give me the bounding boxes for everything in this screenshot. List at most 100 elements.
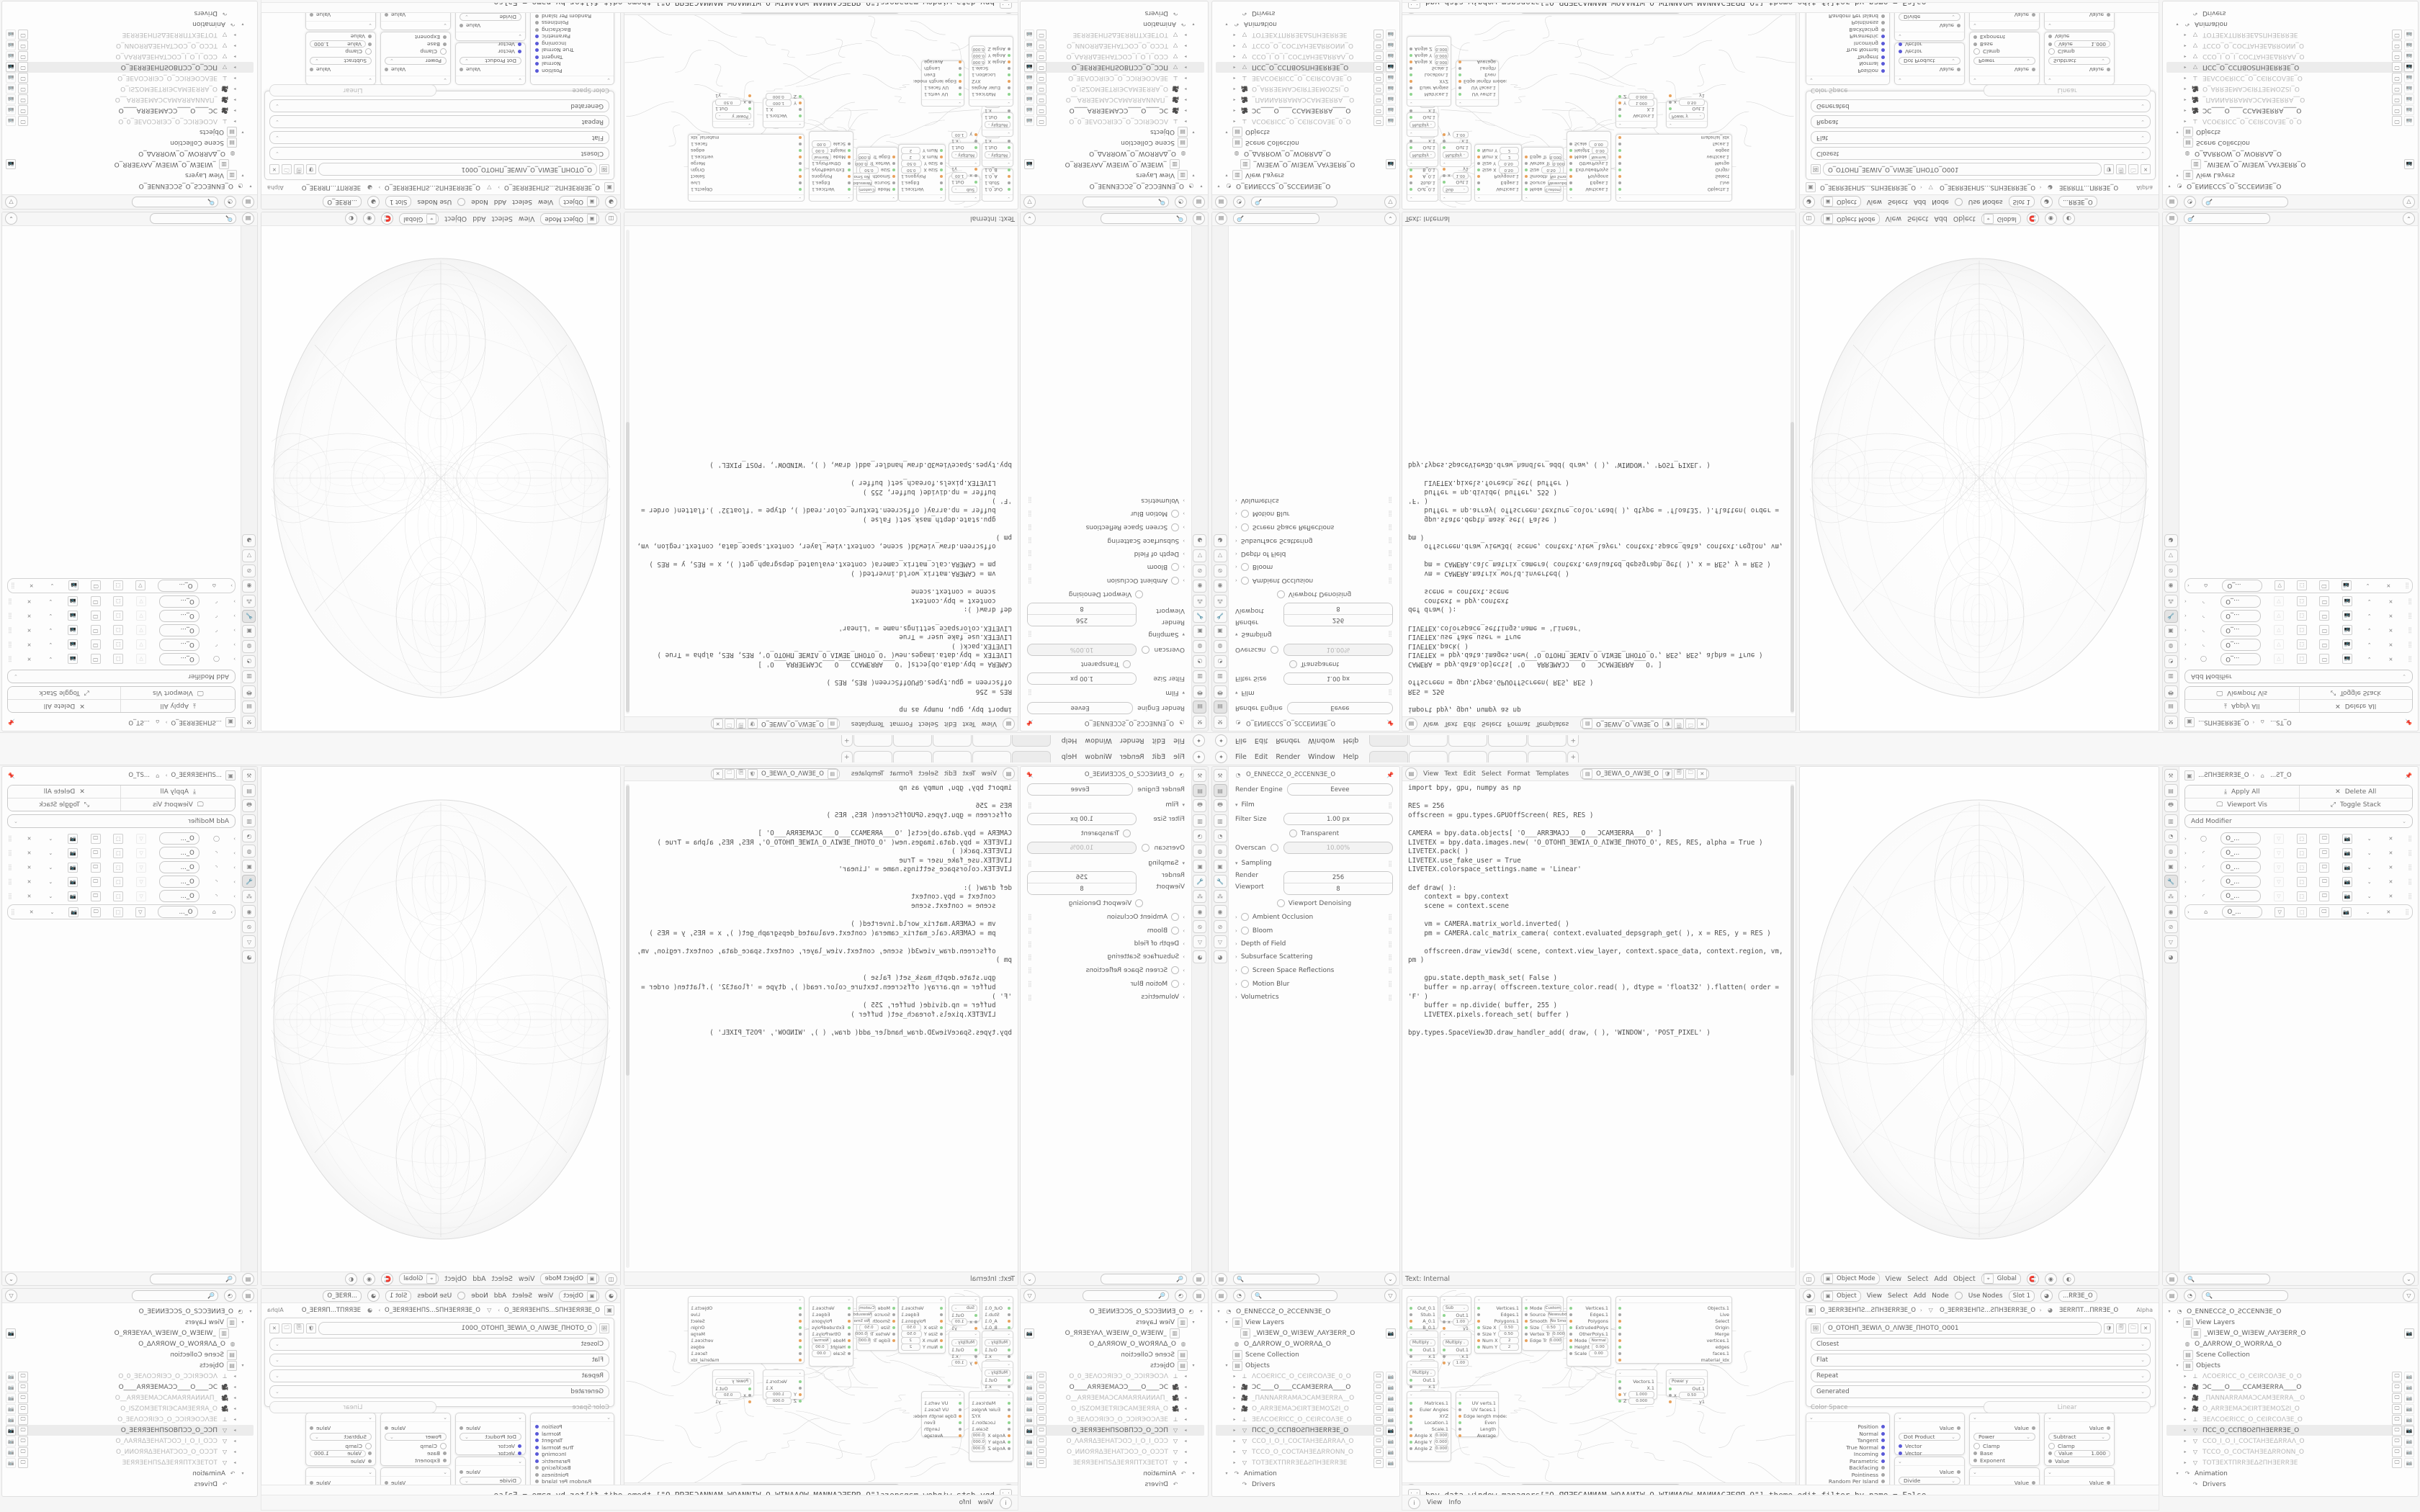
outliner-row[interactable]: ↷ Drivers [6,8,254,19]
close-icon[interactable]: ✕ [1697,769,1707,779]
node-socket[interactable] [1569,150,1572,153]
modifier-row[interactable]: › ⌂ O_... ▽ ⬚ 🖵 📷 ⌄ ✕ ⣿ [7,904,236,919]
outliner-row[interactable]: ↷ Drivers [2166,1479,2414,1490]
node-header[interactable]: ⌄ [949,1297,980,1303]
modifier-search-input[interactable]: 🔍 [2184,1274,2270,1284]
extension-dropdown[interactable]: Repeat [1811,115,2151,128]
outliner-row[interactable]: ▸ ⊥ O_0_ƎEΛOƆЯIЭƆ_O_ƆƆIЯЭOƆΛ 🖵 📷 [1024,116,1204,127]
outliner-row[interactable]: ▸ ▽ ƎEЯЯƎEHПSΔƎEЯЯПTXƎETOT 🖵 📷 [2166,30,2414,40]
particles-icon[interactable]: ⁂ [2164,595,2178,608]
node-header[interactable]: ⌄ [1407,1392,1451,1398]
node-header[interactable]: ⌄ [857,1297,897,1303]
node-field-value[interactable]: 1.00 [1453,173,1469,180]
outliner-row[interactable]: ▤ Scene Collection [1024,138,1204,148]
node-socket[interactable] [1458,68,1461,71]
chevron-down-icon[interactable]: ⌄ [2365,612,2374,621]
node-header[interactable]: ⌄ [982,1362,1013,1368]
modifier-icon[interactable]: 🔧 [2164,875,2178,888]
node-socket[interactable] [748,1400,751,1403]
modifier-row[interactable]: › ◜ O_... ▽ ⬚ 🖵 📷 ⌄ ✕ ⣿ [7,861,236,873]
socket[interactable] [1881,1466,1885,1470]
outliner-row[interactable]: ▾ ◔ O_ƎEИИƎƆƆS_O_SƆƆƎИИƎ_O [1216,181,1396,192]
camera-off-icon[interactable]: 📷 [2404,1415,2414,1425]
monitor-on-icon[interactable]: 🖵 [18,1382,28,1392]
disclosure-triangle-icon[interactable]: ▸ [2182,1460,2188,1465]
socket[interactable] [368,42,372,46]
outliner-row[interactable]: ▤ Scene Collection [1024,1349,1204,1360]
node-socket[interactable] [1618,109,1621,112]
node-socket[interactable] [1008,1349,1010,1351]
geometry-node[interactable]: ⌄MultiplyOut.1x.1y2.00 [982,1361,1013,1385]
socket[interactable] [310,1481,313,1485]
camera-icon[interactable]: 📷 [68,891,78,901]
node-field-value[interactable]: 0.50 [859,167,879,174]
world-icon[interactable]: ◍ [243,845,256,858]
monitor-icon[interactable]: 🖵 [2319,640,2329,650]
viewport-menu-select[interactable]: Select [1907,1275,1928,1283]
chevron-right-icon[interactable]: › [233,865,236,870]
particles-icon[interactable]: ⁂ [1193,595,1207,608]
socket[interactable] [2107,14,2110,17]
render-engine-dropdown[interactable]: Eevee [1027,702,1133,714]
text-menu-edit[interactable]: Edit [944,770,956,778]
delete-all-button[interactable]: ✕ Delete All [2299,700,2413,712]
monitor-icon[interactable]: 🖵 [18,95,28,105]
node-socket[interactable] [848,1333,851,1336]
menu-file[interactable]: File [1235,737,1247,745]
display-mode-icon[interactable]: ◔ [224,1290,236,1302]
disclosure-triangle-icon[interactable]: ▾ [240,1363,246,1368]
viewport-menu-object[interactable]: Object [444,215,467,223]
camera-off-icon[interactable]: 📷 [6,95,16,105]
close-icon[interactable]: ✕ [2141,1323,2151,1333]
node-socket[interactable] [799,1380,802,1383]
close-icon[interactable]: ✕ [2386,626,2395,635]
text-menu-edit[interactable]: Edit [1464,770,1476,778]
physics-icon[interactable]: ◉ [243,905,256,918]
node-socket[interactable] [799,156,802,159]
socket[interactable] [2107,1426,2110,1430]
disclosure-triangle-icon[interactable]: ▾ [2166,1309,2172,1314]
drag-dots[interactable]: ⣿ [2408,835,2413,842]
text-editor-type-icon[interactable]: ▤ [1405,718,1417,730]
outliner-row[interactable]: ▾ ↷ Animation [6,1468,254,1479]
node-header[interactable]: ⌄ [381,21,450,30]
node-header[interactable]: ⌄ [763,1370,804,1377]
node-socket[interactable] [1477,169,1480,172]
use-nodes-toggle[interactable]: Use Nodes [1955,198,2003,206]
camera-icon[interactable]: 📷 [6,160,16,170]
node-field-value[interactable]: Normal [812,154,831,161]
node-operation-dropdown[interactable]: Multiply [951,1339,977,1346]
monitor-icon[interactable]: 🖵 [18,1415,28,1425]
socket[interactable] [1881,55,1885,59]
socket[interactable] [1973,36,1977,40]
disclosure-triangle-icon[interactable]: ▸ [1183,1374,1188,1379]
monitor-icon[interactable]: 🖵 [91,597,101,607]
camera-off-icon[interactable]: 📷 [1386,1382,1396,1392]
filter-icon[interactable]: ▽ [5,196,17,208]
node-socket[interactable] [1569,156,1572,159]
modifier-icon[interactable]: 🔧 [1193,610,1207,623]
operation-dropdown[interactable]: Subtract [2048,57,2110,65]
disclosure-triangle-icon[interactable]: ▸ [1232,97,1237,102]
outliner-row[interactable]: ▸ ▽ O_ИИOЯЯΔƎEHATƆOƆ_O_OƆƆT 🖵 📷 [2166,40,2414,51]
snap-icon[interactable]: 🧲 [2027,1273,2039,1285]
monitor-icon[interactable]: 🖵 [2392,73,2402,84]
node-header[interactable]: ⌄ [982,130,1013,136]
node-socket[interactable] [1008,1415,1010,1418]
snap-icon[interactable]: 🧲 [2027,213,2039,225]
node-header[interactable]: ⌄ [1440,160,1471,166]
node-field-value[interactable]: 0.50 [1679,1392,1705,1399]
world-icon[interactable]: ◍ [243,640,256,653]
node-socket[interactable] [1477,189,1480,192]
node-socket[interactable] [1618,102,1621,105]
disclosure-triangle-icon[interactable]: ▸ [1232,1406,1237,1411]
menu-edit[interactable]: Edit [1152,753,1165,761]
camera-off-icon[interactable]: 📷 [2404,1404,2414,1414]
clamp-checkbox[interactable] [365,49,372,55]
geometry-node[interactable]: ⌄ UV verts.1 UV faces.1 Edge length mode: Ev… [1456,1391,1499,1437]
node-socket[interactable] [940,156,943,159]
disclosure-triangle-icon[interactable]: ▸ [1183,76,1188,81]
outliner-row[interactable]: ▸ 🎥 O____AЯЯƎEMAƆƆ____O____ƆC 🖵 📷 [1024,1382,1204,1392]
close-icon[interactable]: ✕ [27,582,36,590]
camera-off-icon[interactable]: 📷 [2404,95,2414,105]
